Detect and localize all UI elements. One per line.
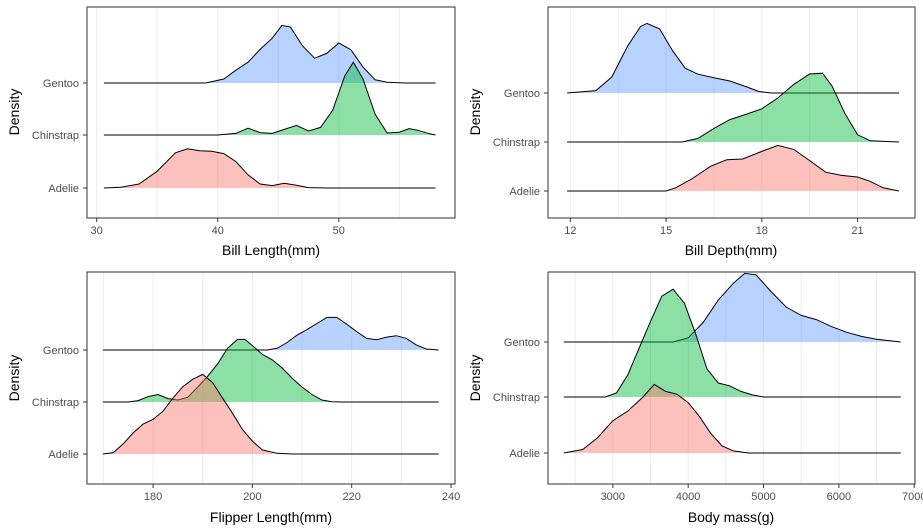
y-axis-title: Density: [467, 89, 483, 136]
density-line-chinstrap: [567, 72, 900, 143]
x-tick-label: 40: [212, 225, 224, 237]
x-tick-label: 7000: [902, 491, 923, 503]
density-area-chinstrap: [605, 289, 764, 397]
x-tick-label: 18: [756, 225, 768, 237]
panel-bill-length-mm-: Adelie Chinstrap Gentoo 30 40 50 Bill Length(m…: [6, 6, 456, 258]
y-axis-title: Density: [467, 355, 483, 402]
y-tick-label: Adelie: [509, 186, 540, 198]
x-axis-title: Bill Depth(mm): [685, 242, 778, 258]
y-axis-title: Density: [6, 89, 22, 136]
y-tick-label: Chinstrap: [493, 137, 540, 149]
x-tick-label: 4000: [676, 491, 700, 503]
y-tick-label: Gentoo: [43, 78, 79, 90]
panel-bill-depth-mm-: Adelie Chinstrap Gentoo 12 15 18 21 Bill Depth(…: [467, 6, 916, 258]
panel-flipper-length-mm-: Adelie Chinstrap Gentoo 180 200 220 240 Flipper…: [6, 271, 460, 525]
y-tick-label: Adelie: [48, 183, 79, 195]
x-axis-title: Body mass(g): [688, 509, 774, 525]
density-area-adelie: [103, 148, 327, 188]
density-area-gentoo: [567, 23, 772, 93]
density-line-adelie: [103, 148, 436, 189]
x-tick-label: 30: [91, 225, 103, 237]
panel-border: [86, 271, 456, 485]
x-tick-label: 220: [343, 491, 361, 503]
y-tick-label: Gentoo: [43, 345, 79, 357]
density-area-chinstrap: [217, 62, 436, 136]
x-tick-label: 21: [851, 225, 863, 237]
x-tick-label: 240: [442, 491, 460, 503]
x-tick-label: 180: [144, 491, 162, 503]
y-tick-label: Gentoo: [504, 88, 540, 100]
density-line-chinstrap: [102, 338, 439, 403]
panel-border: [547, 271, 916, 485]
density-area-chinstrap: [682, 73, 899, 142]
y-tick-label: Adelie: [48, 449, 79, 461]
density-line-gentoo: [567, 22, 899, 94]
y-tick-label: Gentoo: [504, 337, 540, 349]
x-tick-label: 3000: [601, 491, 625, 503]
density-line-gentoo: [563, 272, 901, 343]
panel-border: [547, 6, 916, 219]
x-tick-label: 15: [660, 225, 672, 237]
density-area-adelie: [666, 145, 899, 191]
x-tick-label: 200: [243, 491, 261, 503]
density-line-adelie: [563, 383, 901, 454]
x-axis-title: Flipper Length(mm): [210, 509, 332, 525]
y-tick-label: Adelie: [509, 448, 540, 460]
density-line-chinstrap: [563, 288, 901, 398]
density-line-chinstrap: [103, 61, 436, 136]
x-tick-label: 5000: [751, 491, 775, 503]
density-area-chinstrap: [128, 339, 342, 402]
density-area-gentoo: [205, 25, 406, 83]
density-area-adelie: [102, 374, 293, 454]
panel-border: [86, 6, 456, 219]
y-tick-label: Chinstrap: [493, 392, 540, 404]
x-tick-label: 12: [564, 225, 576, 237]
density-area-gentoo: [267, 317, 439, 350]
y-tick-label: Chinstrap: [32, 130, 79, 142]
y-axis-title: Density: [6, 355, 22, 402]
x-tick-label: 6000: [827, 491, 851, 503]
x-axis-title: Bill Length(mm): [222, 242, 320, 258]
density-line-adelie: [102, 373, 439, 455]
density-line-gentoo: [103, 24, 436, 84]
x-tick-label: 50: [333, 225, 345, 237]
panel-body-mass-g-: Adelie Chinstrap Gentoo 3000 4000 5000 6000 700…: [467, 271, 923, 525]
density-area-adelie: [563, 384, 749, 453]
density-line-adelie: [567, 144, 900, 192]
density-line-gentoo: [102, 316, 439, 351]
y-tick-label: Chinstrap: [32, 397, 79, 409]
